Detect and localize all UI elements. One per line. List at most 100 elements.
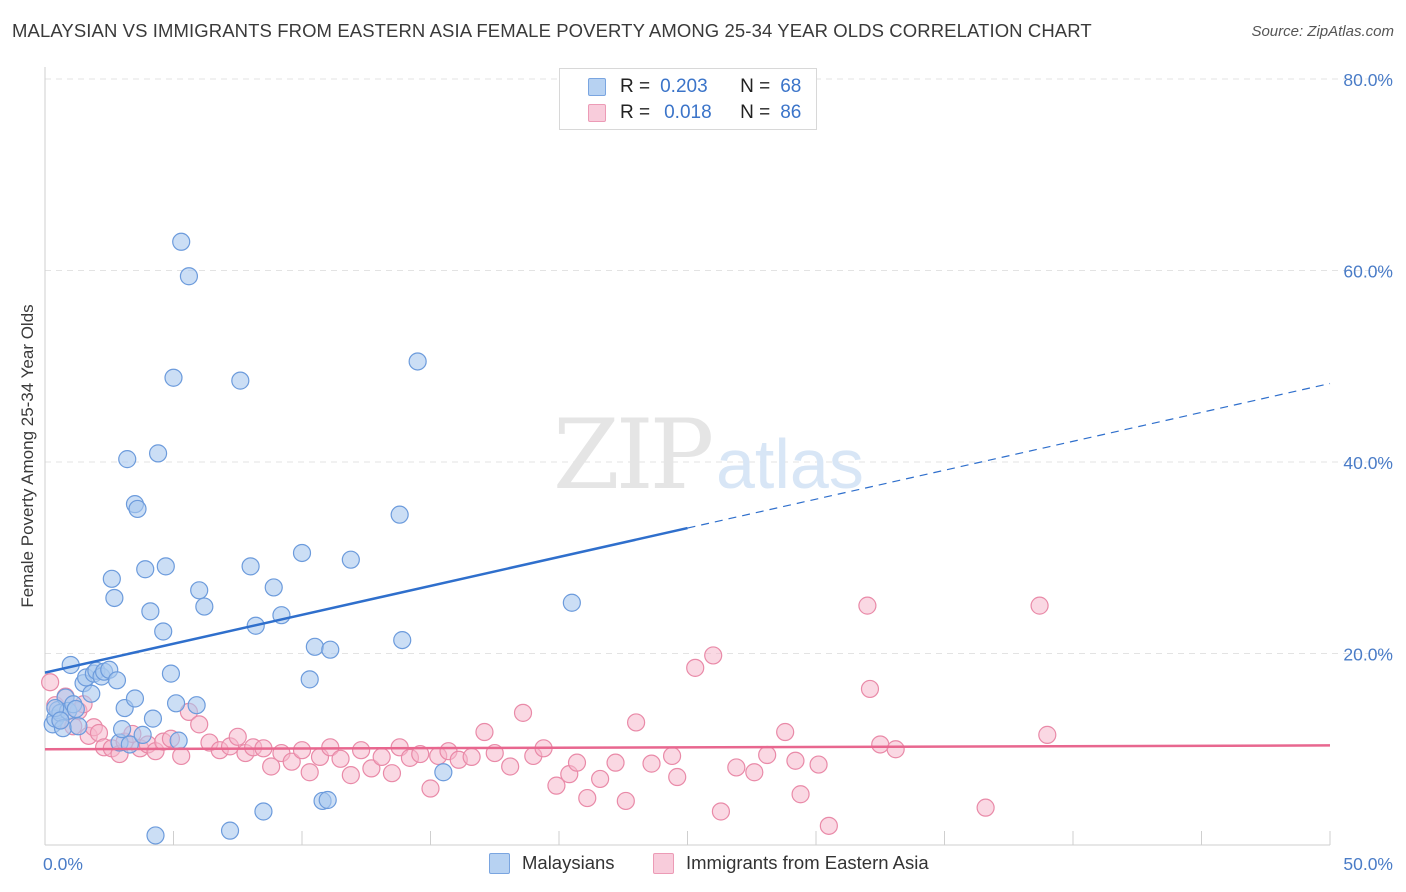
data-point bbox=[513, 703, 533, 722]
data-point bbox=[172, 232, 191, 251]
data-point bbox=[128, 499, 147, 519]
legend-item-immigrants: Immigrants from Eastern Asia bbox=[653, 852, 929, 874]
data-point bbox=[148, 444, 168, 463]
data-point bbox=[809, 755, 828, 774]
legend-label: Immigrants from Eastern Asia bbox=[686, 852, 929, 873]
data-point bbox=[318, 790, 337, 810]
data-point bbox=[51, 711, 70, 730]
data-point bbox=[408, 352, 427, 371]
x-tick-label: 0.0% bbox=[43, 854, 83, 874]
axes bbox=[44, 67, 1331, 846]
data-point bbox=[164, 368, 183, 387]
data-point bbox=[858, 596, 877, 615]
series-immigrants-points bbox=[41, 596, 1057, 835]
legend-label: Malaysians bbox=[522, 852, 615, 873]
y-tick-label: 20.0% bbox=[1343, 645, 1393, 665]
data-point bbox=[567, 753, 587, 772]
data-point bbox=[668, 767, 687, 787]
data-point bbox=[352, 741, 371, 760]
data-point bbox=[776, 722, 795, 742]
legend-swatch-pink bbox=[588, 104, 606, 122]
data-point bbox=[102, 569, 121, 588]
data-point bbox=[254, 802, 273, 821]
data-point bbox=[146, 826, 165, 845]
data-point bbox=[745, 763, 764, 782]
data-point bbox=[411, 744, 430, 764]
data-point bbox=[547, 776, 566, 795]
data-point bbox=[362, 759, 381, 778]
data-point bbox=[791, 785, 810, 804]
data-point bbox=[475, 722, 494, 742]
data-point bbox=[305, 637, 324, 656]
legend-stats: R = 0.203 N = 68 R = 0.018 N = 86 bbox=[559, 68, 817, 130]
data-point bbox=[136, 560, 155, 579]
data-point bbox=[642, 754, 661, 773]
data-point bbox=[562, 593, 581, 612]
trend-lines bbox=[44, 382, 1331, 751]
data-point bbox=[372, 747, 391, 767]
data-point bbox=[1030, 596, 1049, 615]
data-point bbox=[161, 664, 181, 683]
data-point bbox=[331, 749, 350, 768]
data-point bbox=[860, 679, 880, 699]
data-point bbox=[66, 699, 85, 719]
watermark: ZIP atlas bbox=[553, 399, 864, 511]
data-point bbox=[341, 766, 360, 785]
data-point bbox=[292, 543, 312, 563]
data-point bbox=[282, 752, 301, 771]
legend-r-value: 0.018 bbox=[664, 102, 712, 123]
data-point bbox=[886, 740, 905, 759]
data-point bbox=[662, 746, 682, 766]
legend-n-value: 86 bbox=[780, 102, 802, 123]
legend-series: Malaysians Immigrants from Eastern Asia bbox=[0, 852, 1406, 878]
y-axis-label: Female Poverty Among 25-34 Year Olds bbox=[18, 304, 37, 607]
chart-title: MALAYSIAN VS IMMIGRANTS FROM EASTERN ASI… bbox=[12, 20, 1092, 41]
legend-swatch-blue bbox=[489, 852, 510, 874]
data-point bbox=[390, 505, 409, 524]
data-point bbox=[421, 779, 440, 798]
data-point bbox=[107, 671, 127, 690]
legend-r-label: R = bbox=[620, 102, 651, 123]
legend-item-malaysians: Malaysians bbox=[489, 852, 615, 874]
data-point bbox=[321, 640, 340, 659]
y-tick-label: 40.0% bbox=[1343, 453, 1393, 473]
data-point bbox=[125, 689, 145, 708]
data-point bbox=[169, 731, 188, 750]
data-point bbox=[300, 670, 319, 689]
data-point bbox=[220, 821, 240, 840]
legend-row-malaysians: R = 0.203 N = 68 bbox=[560, 74, 801, 100]
data-point bbox=[195, 597, 214, 616]
data-point bbox=[501, 757, 520, 776]
data-point bbox=[871, 735, 890, 754]
data-point bbox=[105, 588, 124, 608]
data-point bbox=[156, 557, 175, 576]
legend-n-label: N = bbox=[740, 76, 771, 97]
data-point bbox=[292, 741, 312, 760]
x-tick-label: 50.0% bbox=[1343, 854, 1393, 874]
legend-n-value: 68 bbox=[780, 76, 802, 97]
data-point bbox=[976, 798, 995, 817]
legend-r-value: 0.203 bbox=[660, 76, 708, 97]
data-point bbox=[69, 717, 88, 736]
data-point bbox=[41, 673, 60, 692]
data-point bbox=[300, 763, 319, 782]
data-point bbox=[434, 763, 453, 782]
legend-n-label: N = bbox=[740, 102, 771, 123]
legend-row-immigrants: R = 0.018 N = 86 bbox=[560, 100, 801, 126]
data-point bbox=[154, 622, 173, 641]
legend-r-label: R = bbox=[620, 76, 651, 97]
data-point bbox=[382, 764, 402, 783]
data-point bbox=[190, 581, 209, 600]
data-point bbox=[786, 751, 805, 770]
data-point bbox=[606, 753, 625, 772]
source-label: Source: ZipAtlas.com bbox=[1251, 23, 1394, 40]
data-point bbox=[341, 550, 360, 569]
data-point bbox=[82, 684, 101, 703]
data-point bbox=[179, 267, 199, 286]
trend-line-immigrants bbox=[44, 744, 1331, 751]
data-point bbox=[133, 725, 152, 744]
data-point bbox=[141, 602, 160, 621]
data-point bbox=[704, 646, 723, 665]
data-point bbox=[264, 578, 283, 597]
data-point bbox=[190, 715, 209, 734]
